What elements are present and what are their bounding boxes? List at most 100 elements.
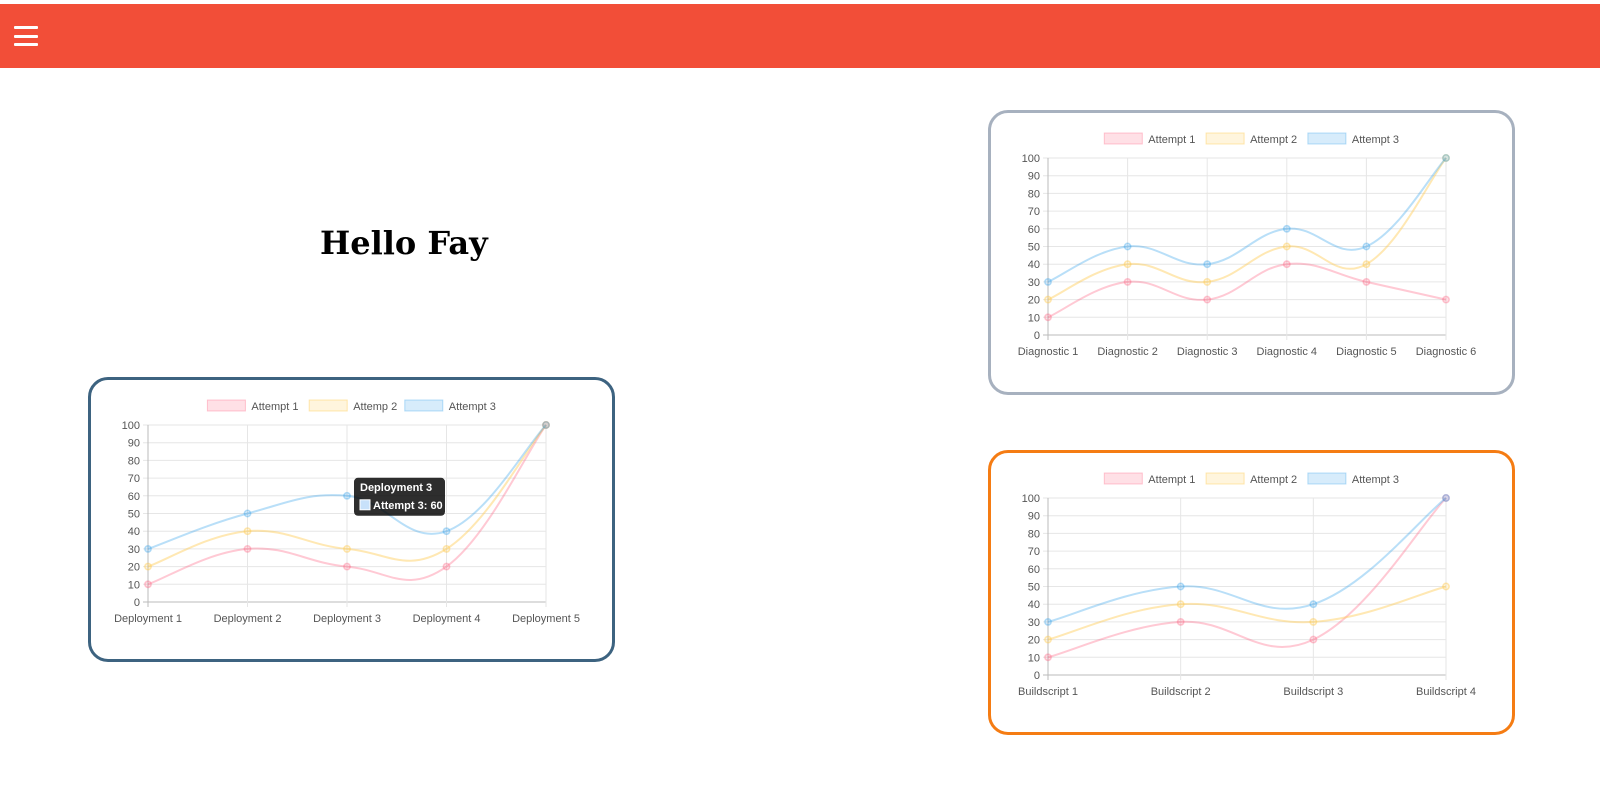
data-point[interactable] (1044, 635, 1052, 644)
legend-item[interactable]: Attempt 2 (1205, 132, 1297, 146)
y-tick-label: 60 (128, 491, 140, 503)
x-tick-label: Buildscript 3 (1283, 686, 1343, 698)
data-point[interactable] (1176, 617, 1185, 626)
y-tick-label: 70 (128, 473, 140, 485)
legend-swatch (206, 399, 246, 412)
y-tick-label: 10 (1028, 312, 1040, 324)
data-point[interactable] (1203, 277, 1212, 286)
data-point[interactable] (1044, 313, 1052, 322)
data-point[interactable] (1282, 242, 1291, 251)
data-point[interactable] (343, 544, 351, 553)
data-point[interactable] (343, 562, 351, 571)
chart-legend: Attempt 1 Attemp 2 Attempt 3 (206, 399, 496, 413)
series-2 (1044, 154, 1450, 304)
y-tick-label: 20 (1028, 295, 1040, 307)
data-point[interactable] (343, 491, 351, 500)
data-point[interactable] (1362, 260, 1371, 269)
data-point[interactable] (1309, 600, 1318, 609)
x-tick-label: Deployment 3 (313, 613, 381, 625)
data-point[interactable] (442, 544, 451, 553)
y-tick-label: 30 (128, 544, 140, 556)
data-point[interactable] (1123, 260, 1132, 269)
data-point[interactable] (1309, 635, 1318, 644)
data-point[interactable] (1044, 295, 1052, 304)
data-point[interactable] (1282, 260, 1291, 269)
data-point[interactable] (542, 421, 550, 429)
series-2 (1044, 582, 1450, 644)
legend-swatch (308, 399, 348, 412)
legend-item[interactable]: Attempt 3 (1307, 132, 1399, 146)
series-1 (1044, 494, 1450, 662)
legend-swatch (404, 399, 444, 412)
data-point[interactable] (1442, 154, 1450, 162)
diagnostic-line-chart[interactable]: Attempt 1 Attempt 2 Attempt 3 0 10 20 30 40 50 60… (991, 113, 1512, 392)
series-line (1047, 585, 1447, 641)
data-point[interactable] (243, 509, 252, 518)
data-point[interactable] (1442, 154, 1450, 162)
chart-tooltip: Deployment 3 Attempt 3: 60 (354, 477, 445, 516)
y-tick-label: 40 (1028, 599, 1040, 611)
data-point[interactable] (1044, 277, 1052, 286)
data-point[interactable] (1309, 617, 1318, 626)
y-tick-label: 10 (1028, 652, 1040, 664)
data-point[interactable] (144, 544, 152, 553)
legend-item[interactable]: Attempt 1 (1103, 472, 1195, 486)
legend-label: Attempt 1 (1148, 134, 1195, 146)
y-tick-label: 90 (128, 438, 140, 450)
data-point[interactable] (442, 527, 451, 536)
data-point[interactable] (1044, 617, 1052, 626)
data-point[interactable] (1176, 582, 1185, 591)
y-tick-label: 40 (128, 526, 140, 538)
deployment-line-chart[interactable]: Attempt 1 Attemp 2 Attempt 3 0 10 20 30 40 50 60 7… (91, 380, 612, 659)
data-point[interactable] (1442, 494, 1450, 502)
tooltip-title: Deployment 3 (360, 482, 432, 494)
data-point[interactable] (1442, 494, 1450, 502)
buildscript-line-chart[interactable]: Attempt 1 Attempt 2 Attempt 3 0 10 20 30 40 50 60… (991, 453, 1512, 732)
data-point[interactable] (1176, 600, 1185, 609)
series-line (1047, 497, 1447, 659)
legend-label: Attempt 3 (1352, 134, 1399, 146)
y-tick-label: 40 (1028, 259, 1040, 271)
legend-item[interactable]: Attempt 1 (1103, 132, 1195, 146)
x-tick-label: Deployment 1 (114, 613, 182, 625)
data-point[interactable] (1442, 295, 1450, 304)
data-point[interactable] (1362, 277, 1371, 286)
x-tick-label: Diagnostic 3 (1177, 346, 1238, 358)
legend-item[interactable]: Attempt 3 (1307, 472, 1399, 486)
legend-item[interactable]: Attempt 3 (404, 399, 496, 413)
legend-item[interactable]: Attemp 2 (308, 399, 397, 413)
data-point[interactable] (243, 544, 252, 553)
data-point[interactable] (542, 421, 550, 429)
data-point[interactable] (144, 562, 152, 571)
series-line (1047, 497, 1447, 623)
data-point[interactable] (442, 562, 451, 571)
data-point[interactable] (1044, 653, 1052, 662)
tooltip-swatch (359, 499, 371, 511)
legend-item[interactable]: Attempt 1 (206, 399, 298, 413)
data-point[interactable] (542, 421, 550, 429)
data-point[interactable] (243, 527, 252, 536)
series-1 (144, 421, 550, 589)
data-point[interactable] (1442, 582, 1450, 591)
x-tick-label: Deployment 4 (413, 613, 481, 625)
legend-item[interactable]: Attempt 2 (1205, 472, 1297, 486)
y-tick-label: 80 (1028, 528, 1040, 540)
y-tick-label: 30 (1028, 617, 1040, 629)
y-tick-label: 0 (134, 597, 140, 609)
data-point[interactable] (1362, 242, 1371, 251)
diagnostic-chart-card: Attempt 1 Attempt 2 Attempt 3 0 10 20 30 40 50 60… (988, 110, 1515, 395)
chart-legend: Attempt 1 Attempt 2 Attempt 3 (1103, 132, 1399, 146)
data-point[interactable] (1123, 242, 1132, 251)
data-point[interactable] (144, 580, 152, 589)
data-point[interactable] (1123, 277, 1132, 286)
data-point[interactable] (1203, 260, 1212, 269)
legend-swatch (1205, 472, 1245, 485)
legend-label: Attempt 1 (251, 401, 298, 413)
hamburger-menu-icon[interactable] (14, 24, 38, 48)
data-point[interactable] (1282, 224, 1291, 233)
series-line (1047, 157, 1447, 283)
y-tick-label: 10 (128, 579, 140, 591)
data-point[interactable] (1203, 295, 1212, 304)
x-tick-label: Buildscript 2 (1151, 686, 1211, 698)
chart-grid: 0 10 20 30 40 50 60 70 80 90 100 Deployment 1 Deploy… (114, 420, 580, 625)
